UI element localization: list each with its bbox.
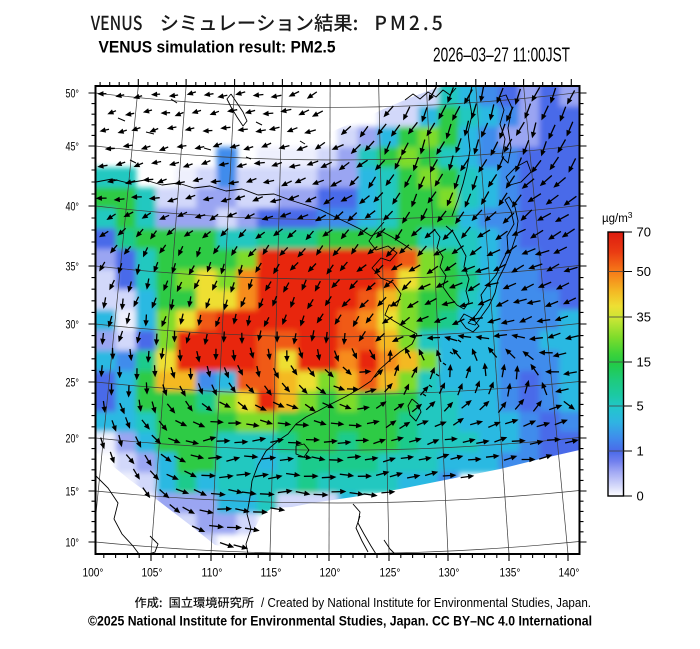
svg-text:©2025 National Institute for E: ©2025 National Institute for Environment… [88, 613, 592, 629]
svg-text:10°: 10° [66, 535, 80, 549]
svg-text:140°: 140° [559, 566, 580, 580]
svg-text:135°: 135° [500, 566, 521, 580]
svg-text:130°: 130° [439, 566, 460, 580]
svg-text:VENUS simulation result: PM2.5: VENUS simulation result: PM2.5 [99, 38, 336, 56]
svg-text:1: 1 [637, 444, 644, 459]
svg-text:20°: 20° [66, 431, 80, 445]
svg-text:2026–03–27 11:00JST: 2026–03–27 11:00JST [433, 45, 570, 67]
svg-text:125°: 125° [380, 566, 401, 580]
svg-text:105°: 105° [142, 566, 163, 580]
svg-text:5: 5 [637, 399, 644, 414]
svg-text:45°: 45° [66, 139, 80, 153]
svg-text:35°: 35° [66, 259, 80, 273]
svg-text:50°: 50° [66, 86, 80, 100]
svg-text:110°: 110° [202, 566, 223, 580]
svg-text:/ Created by National Institut: / Created by National Institute for Envi… [261, 596, 591, 610]
svg-text:115°: 115° [261, 566, 282, 580]
svg-text:15: 15 [637, 355, 651, 370]
svg-text:0: 0 [637, 489, 644, 504]
svg-text:70: 70 [637, 225, 651, 240]
svg-text:100°: 100° [83, 566, 104, 580]
svg-text:30°: 30° [66, 317, 80, 331]
svg-text:35: 35 [637, 310, 651, 325]
svg-text:120°: 120° [320, 566, 341, 580]
svg-text:15°: 15° [66, 484, 80, 498]
svg-text:50: 50 [637, 264, 651, 279]
svg-text:25°: 25° [66, 375, 80, 389]
svg-text:µg/m3: µg/m3 [602, 210, 633, 225]
svg-text:40°: 40° [66, 199, 80, 213]
